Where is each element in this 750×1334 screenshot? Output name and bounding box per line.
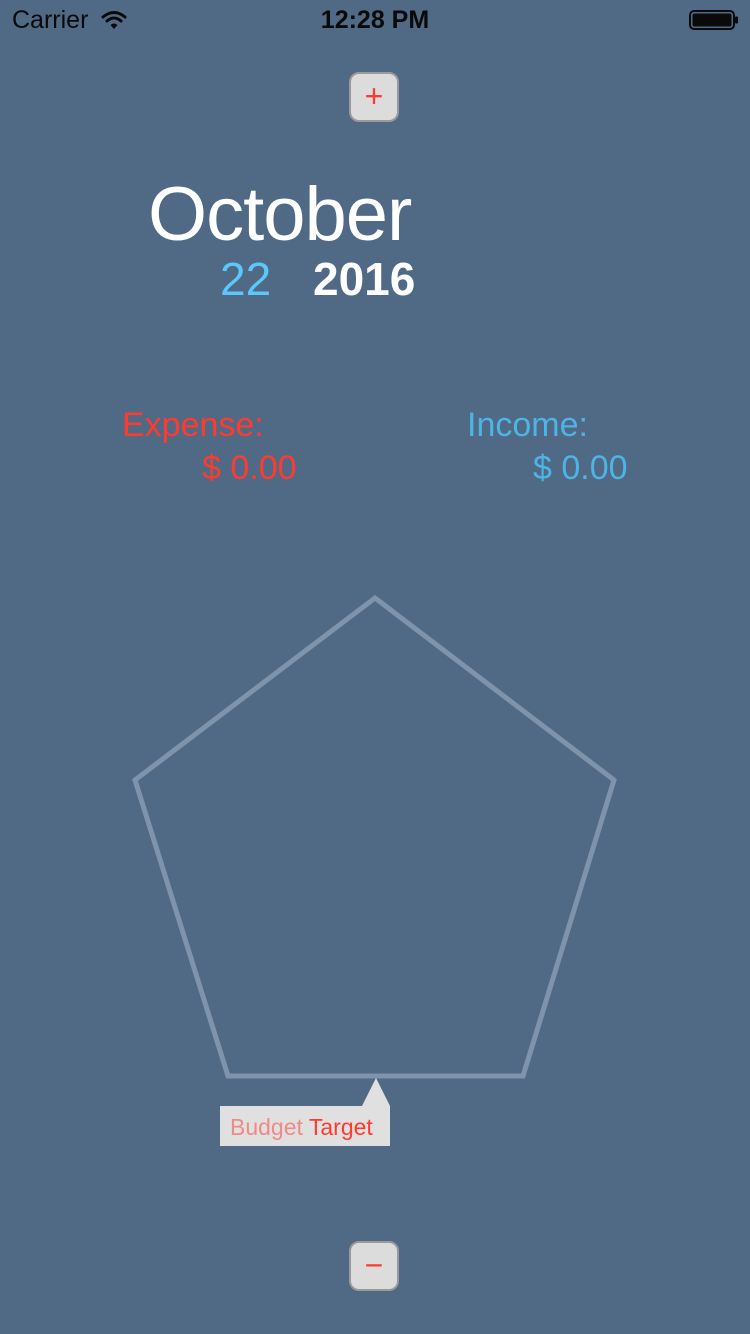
add-button[interactable]: + [349,72,399,122]
wifi-icon [101,11,127,29]
year-label: 2016 [313,253,416,305]
budget-target-label: Budget Target [230,1114,373,1141]
status-time: 12:28 PM [320,6,430,34]
month-label: October [148,172,412,257]
minus-icon: − [364,1247,384,1283]
budget-target-tooltip[interactable]: Budget Target [220,1078,390,1146]
plus-icon: + [364,78,384,114]
budget-word: Budget [230,1114,303,1140]
carrier-name: Carrier [12,6,89,34]
expense-value: $ 0.00 [202,449,297,487]
income-label: Income: [467,406,588,444]
remove-button[interactable]: − [349,1241,399,1291]
expense-label: Expense: [122,406,264,444]
day-label: 22 [220,253,272,305]
status-bar: Carrier 12:28 PM [0,0,750,40]
tooltip-bubble [220,1078,390,1146]
battery-icon [689,10,738,30]
income-value: $ 0.00 [533,449,628,487]
target-word: Target [308,1114,373,1140]
